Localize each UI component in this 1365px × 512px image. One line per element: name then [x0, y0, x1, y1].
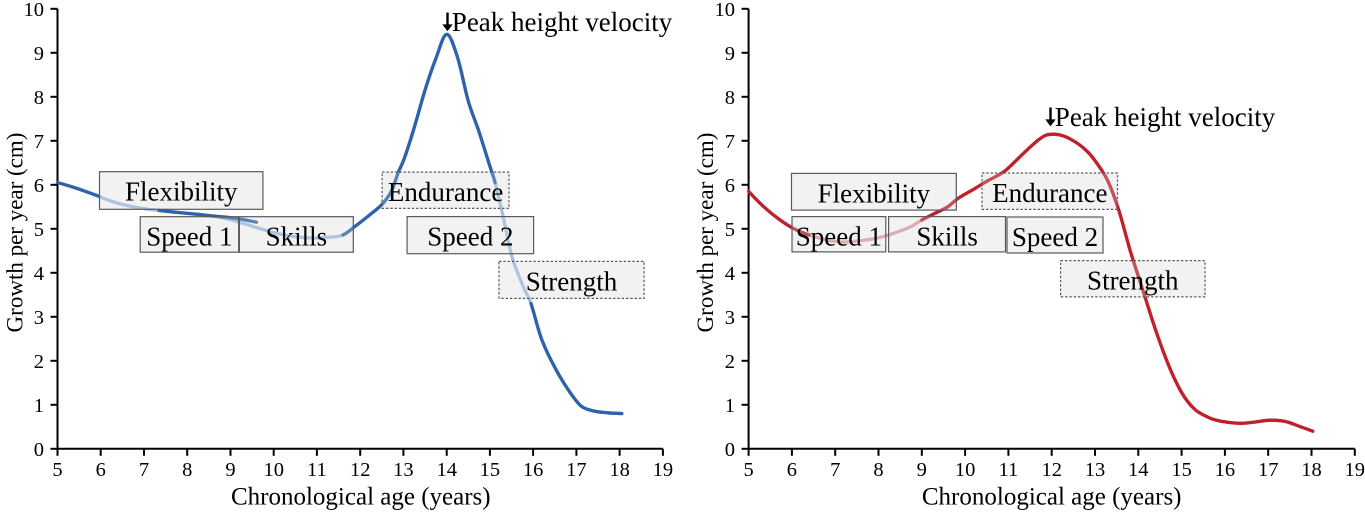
svg-text:11: 11 — [999, 459, 1019, 481]
svg-text:9: 9 — [725, 43, 735, 65]
svg-text:4: 4 — [34, 263, 44, 285]
svg-text:Skills: Skills — [916, 222, 978, 252]
svg-text:8: 8 — [873, 459, 883, 481]
svg-text:Chronological age (years): Chronological age (years) — [231, 484, 491, 511]
svg-text:5: 5 — [34, 219, 44, 241]
svg-text:Growth per year (cm): Growth per year (cm) — [693, 133, 718, 333]
svg-text:18: 18 — [1301, 459, 1322, 481]
svg-text:19: 19 — [1345, 459, 1365, 481]
svg-text:4: 4 — [725, 263, 735, 285]
svg-text:13: 13 — [393, 459, 414, 481]
svg-text:1: 1 — [34, 395, 44, 417]
svg-text:12: 12 — [1041, 459, 1062, 481]
svg-text:9: 9 — [225, 459, 235, 481]
svg-text:Endurance: Endurance — [992, 178, 1107, 208]
svg-text:7: 7 — [139, 459, 149, 481]
svg-text:17: 17 — [566, 459, 587, 481]
svg-text:7: 7 — [830, 459, 840, 481]
svg-text:10: 10 — [715, 0, 736, 21]
svg-text:1: 1 — [725, 395, 735, 417]
svg-text:14: 14 — [1128, 459, 1149, 481]
svg-text:15: 15 — [480, 459, 501, 481]
svg-text:Speed 1: Speed 1 — [796, 222, 882, 252]
svg-text:Growth per year (cm): Growth per year (cm) — [3, 133, 28, 333]
svg-text:16: 16 — [523, 459, 544, 481]
svg-text:6: 6 — [787, 459, 797, 481]
svg-text:12: 12 — [350, 459, 371, 481]
svg-text:10: 10 — [263, 459, 284, 481]
svg-text:5: 5 — [725, 219, 735, 241]
svg-text:7: 7 — [725, 131, 735, 153]
svg-text:5: 5 — [743, 459, 753, 481]
svg-text:11: 11 — [307, 459, 327, 481]
svg-text:6: 6 — [96, 459, 106, 481]
svg-text:Peak height velocity: Peak height velocity — [452, 7, 673, 37]
svg-text:Strength: Strength — [526, 266, 618, 296]
svg-text:17: 17 — [1258, 459, 1279, 481]
svg-text:8: 8 — [34, 87, 44, 109]
svg-text:10: 10 — [24, 0, 45, 21]
svg-text:Peak height velocity: Peak height velocity — [1055, 102, 1276, 132]
svg-text:16: 16 — [1215, 459, 1236, 481]
svg-text:8: 8 — [182, 459, 192, 481]
svg-text:9: 9 — [34, 43, 44, 65]
svg-text:2: 2 — [34, 351, 44, 373]
svg-text:Speed 1: Speed 1 — [146, 222, 232, 252]
svg-text:0: 0 — [34, 439, 44, 461]
svg-text:3: 3 — [725, 307, 735, 329]
svg-text:13: 13 — [1085, 459, 1106, 481]
svg-text:Endurance: Endurance — [388, 177, 503, 207]
svg-text:Strength: Strength — [1087, 266, 1179, 296]
svg-text:14: 14 — [436, 459, 457, 481]
svg-text:6: 6 — [34, 175, 44, 197]
svg-text:8: 8 — [725, 87, 735, 109]
svg-text:7: 7 — [34, 131, 44, 153]
svg-text:9: 9 — [917, 459, 927, 481]
svg-text:Chronological age (years): Chronological age (years) — [922, 484, 1182, 511]
svg-text:0: 0 — [725, 439, 735, 461]
svg-text:19: 19 — [653, 459, 674, 481]
svg-text:Speed 2: Speed 2 — [1012, 222, 1098, 252]
svg-text:Speed 2: Speed 2 — [427, 222, 513, 252]
svg-text:18: 18 — [609, 459, 630, 481]
svg-text:5: 5 — [52, 459, 62, 481]
svg-text:Flexibility: Flexibility — [125, 177, 238, 207]
svg-text:15: 15 — [1171, 459, 1192, 481]
svg-text:6: 6 — [725, 175, 735, 197]
svg-text:10: 10 — [955, 459, 976, 481]
svg-text:2: 2 — [725, 351, 735, 373]
svg-text:3: 3 — [34, 307, 44, 329]
svg-text:Skills: Skills — [266, 222, 328, 252]
svg-text:Flexibility: Flexibility — [818, 178, 931, 208]
